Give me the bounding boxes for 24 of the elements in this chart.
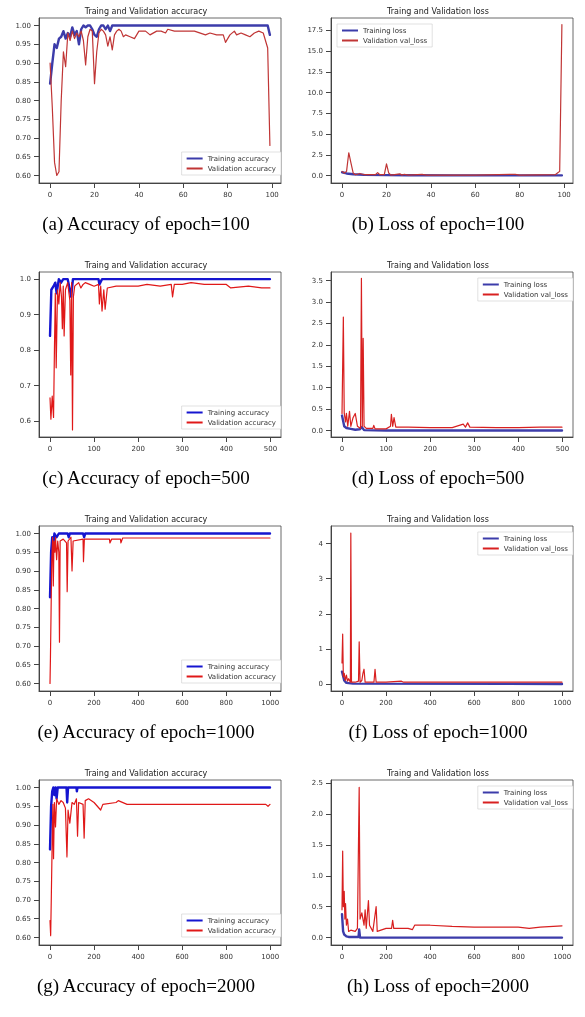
line-series <box>340 912 564 939</box>
chart-title: Traing and Validation accuracy <box>83 260 208 270</box>
text: (f) Loss of epoch=1000 <box>348 721 528 743</box>
line-series <box>48 532 272 599</box>
chart-title: Traing and Validation loss <box>386 260 489 270</box>
line-series <box>340 414 564 432</box>
line-series <box>48 277 272 338</box>
line-series <box>340 670 564 686</box>
line-series <box>48 786 272 851</box>
chart-title: Traing and Validation loss <box>386 514 489 524</box>
chart-title: Traing and Validation accuracy <box>83 6 208 16</box>
chart-title: Traing and Validation loss <box>386 768 489 778</box>
text: (e) Accuracy of epoch=1000 <box>37 721 255 743</box>
text: (h) Loss of epoch=2000 <box>346 975 530 997</box>
chart-title: Traing and Validation accuracy <box>83 514 208 524</box>
text: (d) Loss of epoch=500 <box>351 467 525 489</box>
chart-title: Traing and Validation accuracy <box>83 768 208 778</box>
text: (a) Accuracy of epoch=100 <box>42 213 250 235</box>
line-series <box>48 24 272 85</box>
text: (c) Accuracy of epoch=500 <box>42 467 250 489</box>
text: (b) Loss of epoch=100 <box>351 213 525 235</box>
chart-title: Traing and Validation loss <box>386 6 489 16</box>
line-series <box>341 24 563 176</box>
text: (g) Accuracy of epoch=2000 <box>36 975 256 997</box>
